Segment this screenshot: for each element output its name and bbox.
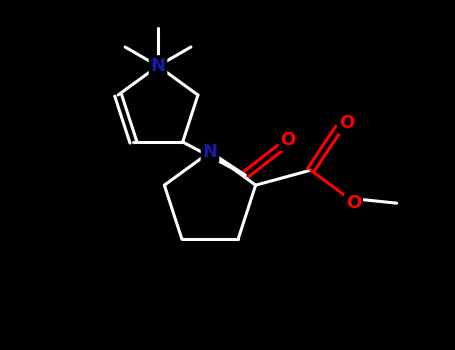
Text: N: N [202,143,217,161]
Text: O: O [339,114,354,132]
Text: O: O [280,131,296,149]
Text: N: N [151,57,166,75]
Text: O: O [346,194,361,212]
